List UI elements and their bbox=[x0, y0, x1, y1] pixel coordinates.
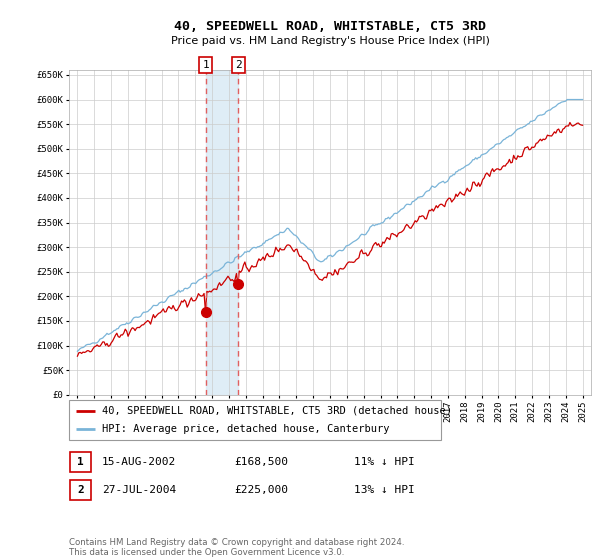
Text: Price paid vs. HM Land Registry's House Price Index (HPI): Price paid vs. HM Land Registry's House … bbox=[170, 36, 490, 46]
Text: £225,000: £225,000 bbox=[234, 485, 288, 495]
FancyBboxPatch shape bbox=[70, 452, 91, 472]
Bar bbox=[206, 70, 238, 395]
Text: 40, SPEEDWELL ROAD, WHITSTABLE, CT5 3RD (detached house): 40, SPEEDWELL ROAD, WHITSTABLE, CT5 3RD … bbox=[103, 406, 452, 416]
Text: £168,500: £168,500 bbox=[234, 457, 288, 467]
Text: 27-JUL-2004: 27-JUL-2004 bbox=[102, 485, 176, 495]
Text: 40, SPEEDWELL ROAD, WHITSTABLE, CT5 3RD: 40, SPEEDWELL ROAD, WHITSTABLE, CT5 3RD bbox=[174, 20, 486, 32]
Text: Contains HM Land Registry data © Crown copyright and database right 2024.
This d: Contains HM Land Registry data © Crown c… bbox=[69, 538, 404, 557]
Text: 15-AUG-2002: 15-AUG-2002 bbox=[102, 457, 176, 467]
FancyBboxPatch shape bbox=[69, 400, 441, 440]
Text: 1: 1 bbox=[202, 60, 209, 70]
Text: 2: 2 bbox=[235, 60, 242, 70]
FancyBboxPatch shape bbox=[70, 480, 91, 500]
Text: HPI: Average price, detached house, Canterbury: HPI: Average price, detached house, Cant… bbox=[103, 424, 390, 434]
Text: 1: 1 bbox=[77, 457, 84, 467]
Text: 13% ↓ HPI: 13% ↓ HPI bbox=[354, 485, 415, 495]
Text: 2: 2 bbox=[77, 485, 84, 495]
Text: 11% ↓ HPI: 11% ↓ HPI bbox=[354, 457, 415, 467]
